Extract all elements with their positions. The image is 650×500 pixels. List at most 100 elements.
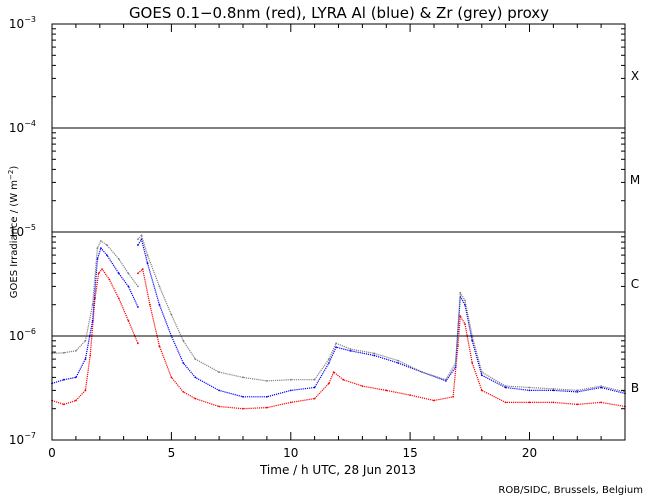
series-0-point: [471, 362, 474, 364]
series-0-point: [137, 272, 139, 275]
series-2-point: [373, 352, 376, 355]
series-1-point: [63, 378, 65, 381]
series-0-point: [313, 397, 316, 400]
series-2-point: [137, 238, 139, 241]
series-2-point: [445, 378, 447, 381]
series-1-point: [349, 349, 352, 352]
series-1-point: [313, 386, 316, 389]
series-0-point: [464, 323, 466, 325]
series-2-point: [194, 358, 197, 360]
series-0-point: [459, 315, 462, 318]
series-2-point: [576, 389, 579, 392]
series-0-point: [433, 399, 435, 402]
series-1-point: [266, 395, 268, 398]
series-1-point: [480, 374, 483, 377]
y-tick-label: 10−7: [9, 431, 36, 447]
series-0-point: [84, 389, 87, 392]
series-2-point: [84, 339, 87, 342]
series-1-point: [335, 346, 337, 349]
y-tick-base: 10: [9, 329, 24, 343]
series-line-2: [51, 234, 626, 393]
series-2-point: [397, 359, 400, 362]
series-0-point: [182, 391, 185, 393]
credit-text: ROB/SIDC, Brussels, Belgium: [498, 485, 643, 496]
y-tick-base: 10: [9, 17, 24, 31]
series-0-point: [361, 385, 364, 387]
series-2-point: [75, 349, 77, 352]
series-2-point: [600, 385, 602, 387]
series-2-point: [421, 371, 423, 373]
series-2-point: [137, 285, 139, 288]
series-0-point: [480, 389, 483, 392]
series-0-point: [194, 397, 197, 400]
series-2-point: [335, 342, 337, 345]
series-2-point: [313, 378, 316, 381]
series-2-point: [454, 362, 457, 364]
series-2-point: [349, 348, 352, 350]
series-1-point: [127, 285, 130, 288]
series-1-point: [137, 306, 139, 308]
series-2-point: [158, 285, 161, 288]
series-2-point: [480, 371, 483, 373]
series-1-point: [576, 391, 579, 393]
series-2-point: [96, 247, 99, 250]
y-tick-exponent: −6: [24, 327, 36, 336]
series-2-point: [63, 351, 65, 354]
y-tick-base: 10: [9, 225, 24, 239]
series-0-point: [289, 401, 292, 404]
series-2-point: [266, 380, 268, 382]
series-1-point: [117, 272, 120, 275]
x-tick-label: 15: [402, 446, 417, 460]
series-1-point: [328, 362, 330, 364]
series-0-point: [97, 272, 100, 275]
series-0-point: [242, 407, 244, 410]
series-1-point: [397, 362, 400, 364]
flare-class-label-b: B: [631, 381, 639, 395]
series-2-point: [218, 371, 221, 373]
series-1-point: [91, 319, 94, 322]
chart-title: GOES 0.1−0.8nm (red), LYRA Al (blue) & Z…: [129, 4, 549, 22]
series-0-point: [149, 303, 151, 306]
series-0-point: [218, 405, 221, 408]
y-axis-label-exponent: −2: [7, 170, 15, 180]
x-axis: 0 5 10 15 20: [48, 24, 626, 460]
series-1-point: [146, 262, 149, 265]
series-1-point: [471, 339, 474, 342]
series-2-point: [328, 358, 330, 360]
series-0-point: [127, 319, 130, 322]
series-2-point: [504, 385, 507, 387]
flare-class-label-m: M: [630, 173, 640, 187]
series-1-point: [552, 389, 555, 392]
series-0-point: [528, 401, 531, 404]
y-tick-base: 10: [9, 121, 24, 135]
series-1-point: [137, 244, 139, 246]
series-2-point: [242, 376, 244, 379]
series-0-point: [117, 297, 120, 300]
x-tick-label: 10: [283, 446, 298, 460]
series-2-point: [464, 299, 466, 302]
series-2-point: [117, 258, 120, 260]
y-axis: 10−710−610−510−410−3: [9, 15, 625, 447]
series-0-point: [409, 394, 411, 396]
series-0-point: [576, 403, 579, 406]
series-2-point: [140, 234, 143, 237]
series-1-point: [218, 389, 221, 392]
series-0-point: [108, 278, 111, 281]
series-1-point: [600, 386, 602, 389]
series-0-point: [342, 378, 345, 381]
x-tick-label: 5: [168, 446, 176, 460]
series-2-point: [127, 272, 130, 275]
series-0-point: [266, 406, 268, 409]
y-axis-label-close: ): [9, 166, 20, 170]
series-0-point: [504, 401, 507, 404]
y-tick-exponent: −7: [24, 431, 36, 440]
flare-class-labels: B C M X: [630, 69, 640, 395]
series-0-point: [141, 268, 144, 270]
series-1-point: [504, 386, 507, 389]
series-1-point: [242, 395, 244, 398]
series-0-point: [158, 345, 161, 347]
series-1-point: [194, 376, 197, 379]
series-layer: [51, 234, 626, 410]
y-tick-label: 10−4: [9, 119, 36, 135]
